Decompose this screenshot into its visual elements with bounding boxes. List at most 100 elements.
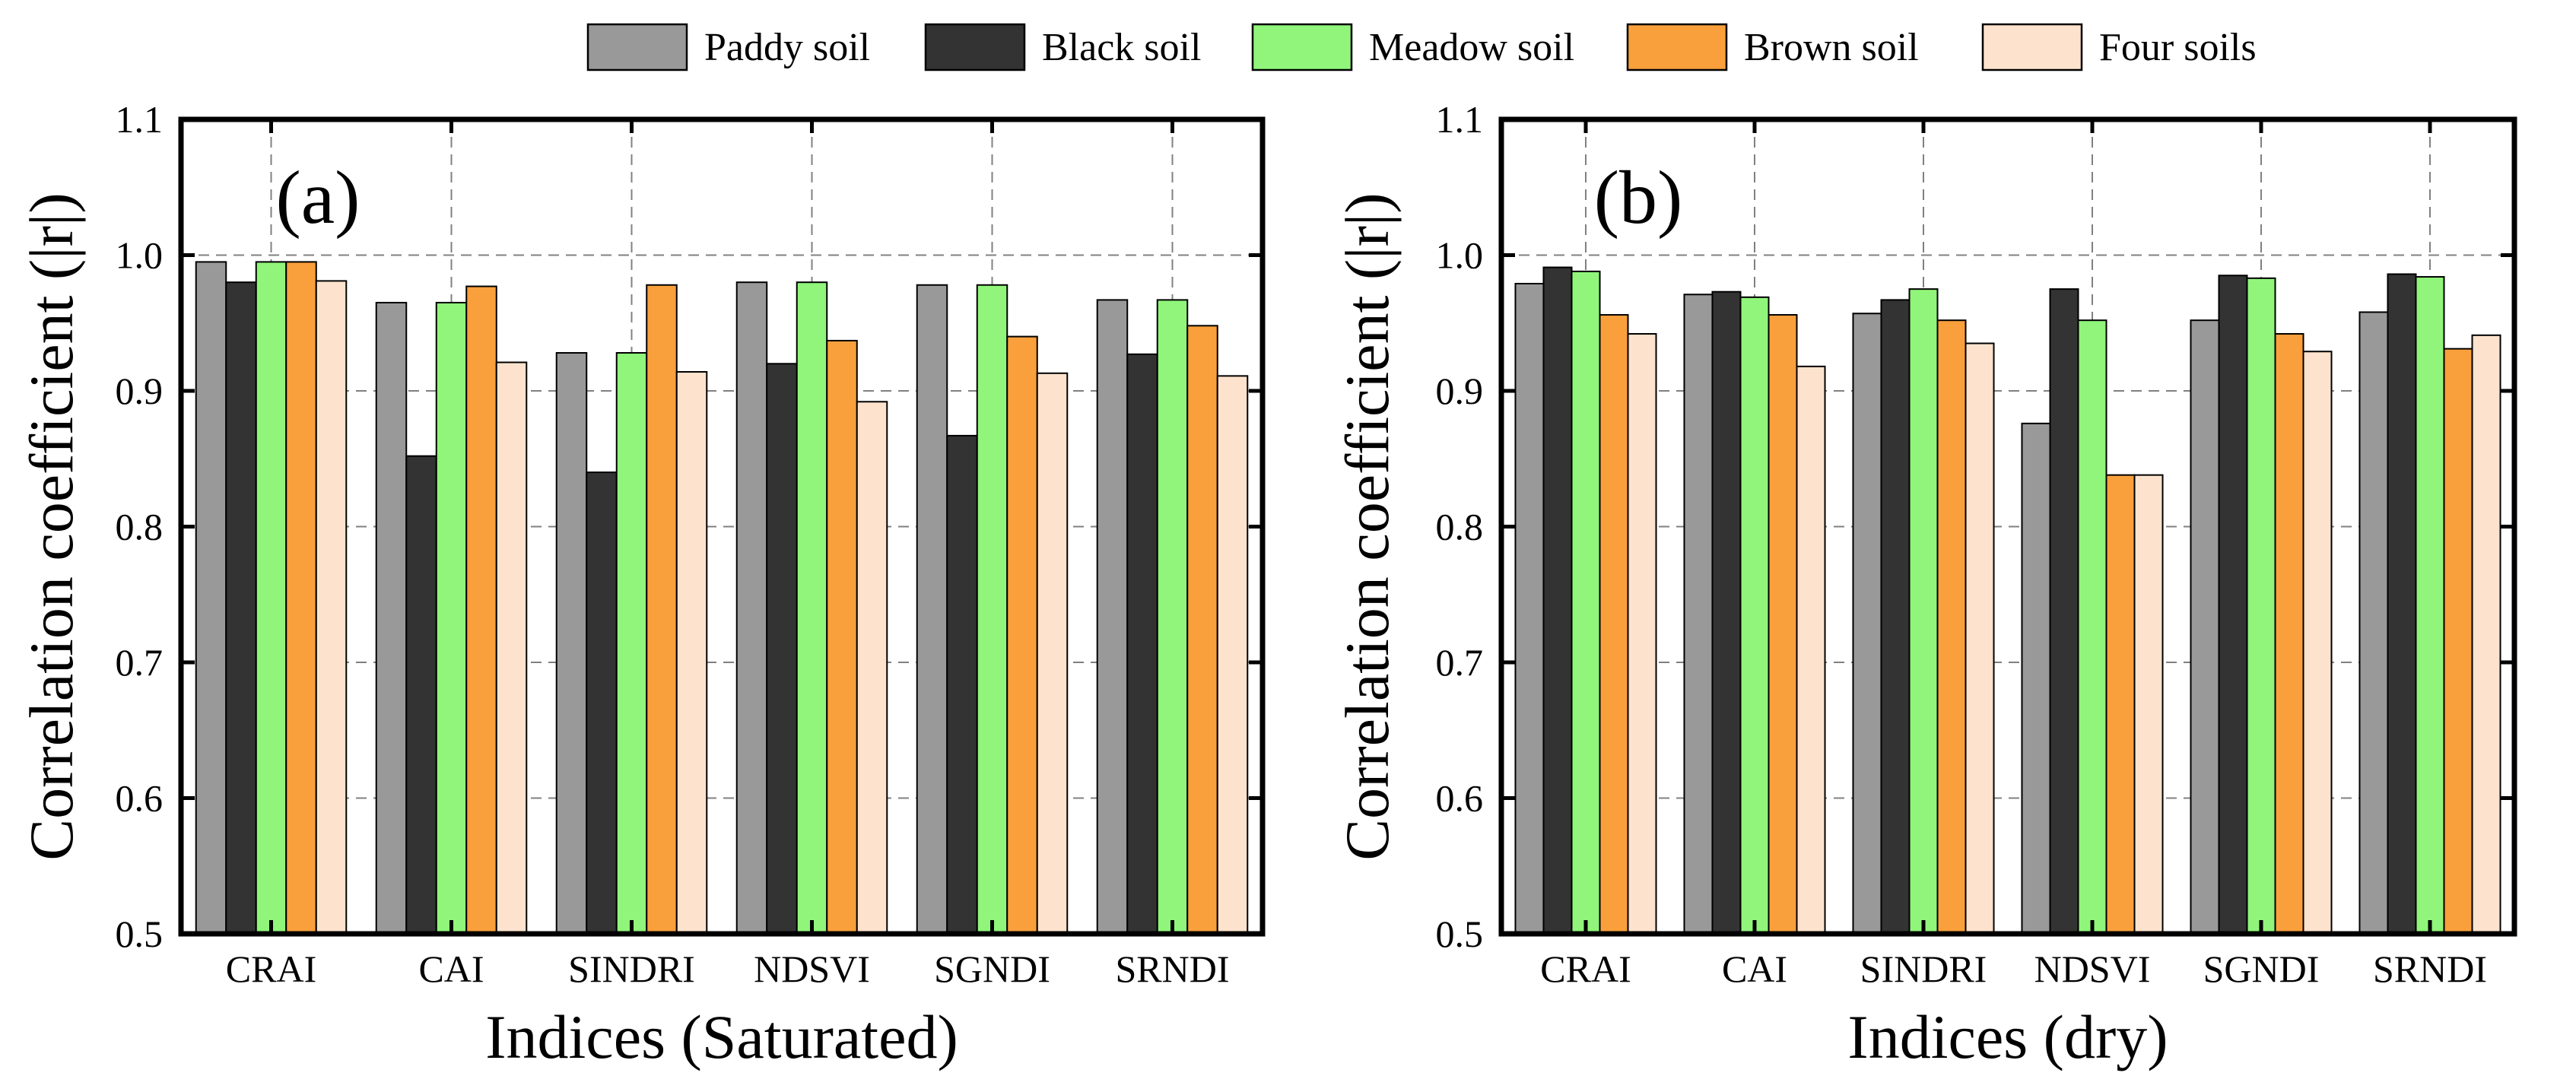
y-tick-label: 0.9 [1436,370,1484,412]
bar-black-soil-sgndi [946,434,978,935]
bar-brown-soil-srndi [2443,348,2473,935]
bar-brown-soil-sindri [1936,319,1967,935]
legend-label-black-soil: Black soil [1042,26,1201,69]
bar-meadow-soil-sgndi [2246,277,2276,935]
y-tick-label: 0.8 [1436,506,1484,548]
bar-four-soils-sgndi [1036,372,1069,935]
y-axis-title: Correlation coefficient (|r|) [1332,192,1402,860]
panel-label: (b) [1594,155,1683,240]
bar-meadow-soil-ndsvi [2077,319,2107,935]
bar-black-soil-ndsvi [2049,288,2079,935]
y-tick-label: 0.7 [116,641,164,684]
y-tick-label: 1.0 [1436,234,1484,277]
legend-swatch-paddy-soil [586,23,688,71]
panel-label: (a) [276,155,361,240]
bar-black-soil-ndsvi [766,363,798,935]
bar-meadow-soil-cai [1739,296,1770,935]
panel-b: 0.5 0.6 0.7 0.8 0.9 1.0 1.1 CRAI CAI SINDRI NDSVI S… [1332,98,2517,1071]
panel-a: 0.5 0.6 0.7 0.8 0.9 1.0 1.1 CRAI CAI SINDRI NDSVI S… [17,98,1266,1071]
bar-brown-soil-crai [285,261,317,935]
bar-paddy-soil-ndsvi [735,281,768,935]
bar-paddy-soil-sgndi [2190,319,2220,935]
bar-paddy-soil-srndi [2358,311,2389,935]
y-tick-label: 1.1 [1436,98,1484,141]
y-tick-label: 0.8 [116,506,164,548]
bar-black-soil-sindri [586,471,618,935]
bar-black-soil-srndi [1126,353,1158,935]
x-axis-title: Indices (dry) [1847,1002,2168,1071]
bar-four-soils-sindri [675,371,708,935]
legend-label-paddy-soil: Paddy soil [704,26,870,69]
bar-meadow-soil-crai [1571,270,1601,935]
bar-four-soils-sgndi [2302,351,2333,935]
x-tick-label-srndi: SRNDI [1115,948,1229,990]
bar-paddy-soil-cai [1683,294,1714,935]
bar-brown-soil-ndsvi [826,339,858,935]
bar-paddy-soil-sgndi [916,284,948,935]
bar-paddy-soil-srndi [1096,299,1129,935]
bar-paddy-soil-sindri [1852,313,1882,935]
x-tick-label-sindri: SINDRI [568,948,695,990]
x-tick-label-sgndi: SGNDI [2203,948,2320,990]
legend-swatch-meadow-soil [1251,23,1353,71]
bar-brown-soil-cai [1768,314,1798,935]
bar-black-soil-cai [405,455,437,935]
legend: Paddy soil Black soil Meadow soil Brown soi… [586,23,2257,71]
bar-four-soils-ndsvi [856,401,888,935]
x-tick-label-ndsvi: NDSVI [2034,948,2151,990]
bar-brown-soil-sgndi [2274,333,2304,935]
legend-swatch-four-soils [1981,23,2083,71]
bar-meadow-soil-srndi [2415,276,2445,935]
bar-brown-soil-sindri [646,284,678,935]
bar-brown-soil-ndsvi [2105,474,2136,935]
bar-meadow-soil-srndi [1156,299,1189,935]
y-axis-title: Correlation coefficient (|r|) [17,192,86,860]
bar-paddy-soil-crai [1514,282,1545,935]
x-tick-label-crai: CRAI [226,948,316,990]
bar-black-soil-crai [1542,266,1573,935]
bar-brown-soil-sgndi [1006,335,1038,935]
y-tick-label: 1.0 [116,234,164,277]
bar-meadow-soil-cai [435,301,468,935]
bar-four-soils-cai [1796,365,1826,935]
x-tick-label-ndsvi: NDSVI [754,948,870,990]
bar-black-soil-srndi [2387,273,2417,935]
legend-swatch-brown-soil [1626,23,1728,71]
y-tick-label: 0.7 [1436,641,1484,684]
bar-four-soils-crai [315,280,348,935]
bar-brown-soil-srndi [1186,325,1218,935]
bar-brown-soil-cai [465,285,497,935]
y-tick-label: 1.1 [116,98,164,141]
bar-paddy-soil-cai [375,301,408,935]
bar-black-soil-sgndi [2218,275,2248,935]
bar-meadow-soil-sgndi [976,284,1008,935]
legend-swatch-black-soil [924,23,1026,71]
x-tick-label-cai: CAI [1722,948,1787,990]
bar-paddy-soil-crai [195,261,227,935]
legend-label-brown-soil: Brown soil [1744,26,1919,69]
legend-label-meadow-soil: Meadow soil [1369,26,1574,69]
bar-four-soils-cai [495,361,528,935]
x-tick-label-srndi: SRNDI [2373,948,2487,990]
x-tick-label-sgndi: SGNDI [934,948,1050,990]
bar-four-soils-ndsvi [2133,474,2164,935]
y-tick-label: 0.9 [116,370,164,412]
bar-four-soils-sindri [1965,342,1995,935]
bar-paddy-soil-sindri [555,352,588,935]
bar-four-soils-crai [1627,333,1657,935]
y-tick-label: 0.5 [116,913,164,955]
y-tick-label: 0.6 [1436,777,1484,820]
bar-meadow-soil-ndsvi [796,281,828,935]
bar-black-soil-crai [225,281,257,935]
bar-brown-soil-crai [1599,314,1629,935]
y-tick-label: 0.5 [1436,913,1484,955]
legend-label-four-soils: Four soils [2099,26,2257,69]
bar-meadow-soil-sindri [615,352,648,935]
bar-meadow-soil-sindri [1908,288,1939,935]
x-tick-label-crai: CRAI [1540,948,1631,990]
bar-four-soils-srndi [1216,375,1249,935]
y-tick-label: 0.6 [116,777,164,820]
x-tick-label-cai: CAI [418,948,484,990]
x-tick-label-sindri: SINDRI [1860,948,1987,990]
